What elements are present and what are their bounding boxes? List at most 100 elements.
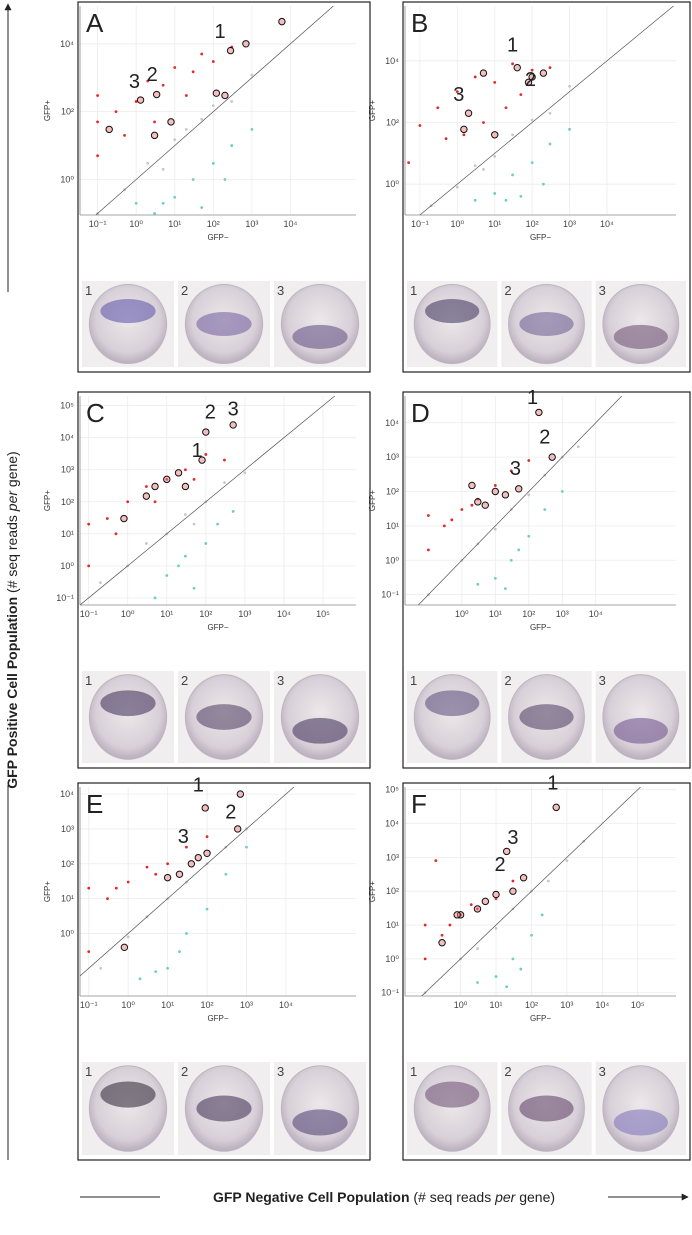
y-title-italic: per — [4, 490, 20, 513]
y-axis-label: GFP+ — [43, 100, 52, 121]
data-point — [153, 212, 156, 215]
stain — [425, 299, 480, 324]
x-tick-label: 10⁴ — [284, 219, 298, 229]
y-tick-label: 10³ — [386, 852, 399, 862]
data-point — [473, 164, 477, 168]
data-point — [442, 524, 446, 528]
stain — [425, 690, 480, 717]
y-title-bold: GFP Positive Cell Population — [4, 597, 20, 789]
highlight-point — [519, 874, 528, 882]
diagonal — [80, 787, 295, 977]
data-point — [223, 458, 226, 462]
annotation: 3 — [453, 84, 464, 106]
data-point — [511, 133, 514, 137]
annotation: 1 — [547, 773, 558, 795]
data-point — [440, 933, 444, 937]
data-point — [145, 865, 149, 869]
data-point — [114, 532, 118, 536]
data-point — [426, 548, 430, 552]
y-tick-label: 10⁴ — [385, 418, 399, 428]
panel-letter: D — [411, 398, 430, 428]
plot-area — [405, 396, 676, 605]
y-tick-label: 10³ — [386, 452, 399, 462]
y-title-end: gene) — [4, 451, 20, 491]
panel-frame — [402, 1, 691, 373]
x-axis-label: GFP− — [207, 623, 228, 632]
data-point — [511, 173, 514, 177]
data-point — [460, 508, 464, 511]
highlight-point — [201, 804, 209, 812]
image-label: 3 — [599, 283, 606, 298]
data-point — [230, 100, 234, 103]
panel-frame — [402, 782, 691, 1161]
data-point — [493, 576, 497, 580]
x-tick-label: 10² — [525, 1000, 538, 1010]
data-point — [223, 481, 226, 484]
highlight-point — [174, 469, 183, 477]
annotation: 1 — [527, 387, 538, 409]
annotation: 3 — [507, 827, 518, 849]
embryo — [602, 674, 680, 760]
panel-letter: C — [86, 398, 105, 428]
annotation: 2 — [494, 854, 505, 876]
annotation: 2 — [147, 64, 158, 86]
data-point — [138, 977, 142, 981]
data-point — [243, 471, 247, 475]
highlight-point — [181, 482, 190, 491]
data-point — [493, 527, 497, 531]
y-tick-label: 10⁻¹ — [56, 593, 74, 603]
y-tick-label: 10⁻¹ — [381, 988, 399, 998]
y-tick-label: 10⁴ — [385, 56, 399, 66]
image-label: 2 — [181, 283, 188, 298]
y-tick-label: 10⁰ — [60, 561, 74, 571]
highlight-point — [501, 491, 510, 499]
data-point — [548, 111, 552, 115]
diagonal — [419, 6, 674, 215]
data-point — [161, 201, 165, 205]
x-axis-title: GFP Negative Cell Population (# seq read… — [213, 1189, 555, 1205]
highlight-point — [515, 485, 523, 493]
data-point — [204, 453, 208, 456]
x-tick-label: 10⁵ — [316, 609, 330, 619]
data-point — [216, 522, 219, 526]
data-point — [146, 79, 150, 83]
image-label: 1 — [410, 673, 417, 688]
data-point — [192, 522, 196, 526]
y-tick-label: 10⁵ — [385, 785, 399, 795]
stain — [100, 690, 156, 717]
data-point — [153, 500, 157, 504]
data-point — [505, 985, 509, 989]
data-point — [527, 534, 531, 538]
highlight-point — [242, 40, 250, 48]
x-axis-label: GFP− — [207, 1014, 228, 1023]
data-point — [493, 154, 497, 158]
y-tick-label: 10² — [61, 497, 74, 507]
data-point — [482, 121, 485, 124]
data-point — [96, 120, 99, 124]
data-point — [161, 83, 165, 87]
data-point — [184, 468, 187, 472]
data-point — [200, 52, 204, 56]
y-tick-label: 10⁻¹ — [381, 590, 399, 600]
x-tick-label: 10³ — [238, 609, 251, 619]
data-point — [527, 493, 531, 497]
highlight-point — [194, 853, 202, 862]
image-label: 3 — [599, 1064, 606, 1079]
data-point — [87, 886, 91, 890]
data-point — [224, 872, 228, 876]
y-tick-label: 10² — [386, 487, 399, 497]
data-point — [165, 574, 169, 577]
data-point — [87, 564, 91, 568]
y-tick-label: 10¹ — [61, 894, 74, 904]
highlight-point — [513, 63, 521, 72]
highlight-point — [150, 131, 159, 140]
x-tick-label: 10⁻¹ — [80, 1000, 98, 1010]
annotation: 3 — [178, 826, 189, 848]
y-tick-label: 10⁴ — [60, 39, 74, 49]
image-label: 1 — [85, 283, 92, 298]
data-point — [565, 859, 569, 863]
embryo — [602, 1065, 680, 1152]
highlight-point — [163, 873, 172, 882]
data-point — [126, 880, 130, 884]
image-label: 2 — [504, 283, 511, 298]
